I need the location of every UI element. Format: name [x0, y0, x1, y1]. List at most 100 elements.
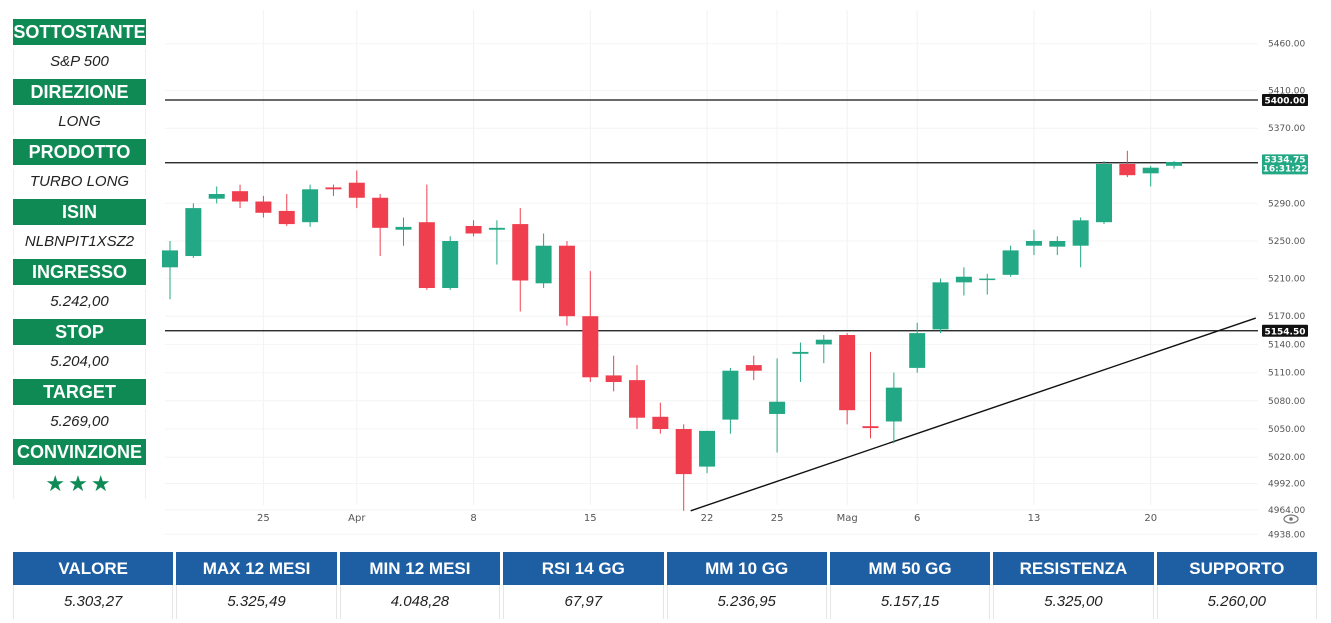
candle-body: [722, 370, 739, 420]
candle: [278, 194, 295, 226]
x-tick-label: 25: [257, 513, 270, 524]
candle-body: [535, 245, 552, 284]
indicator-value: 5.157,15: [829, 585, 991, 619]
candle: [582, 271, 599, 382]
candle: [535, 233, 552, 288]
candle-body: [745, 365, 762, 371]
candle-body: [185, 208, 202, 257]
sidebar-value-2: TURBO LONG: [13, 169, 146, 195]
y-tick-label: 5050.00: [1268, 425, 1305, 435]
candle-body: [815, 339, 832, 345]
y-tick-label: 5020.00: [1268, 453, 1305, 463]
candle-body: [418, 222, 435, 288]
trendline-line: [690, 317, 1257, 512]
chart-grid: [165, 10, 1258, 535]
candle-body: [1002, 250, 1019, 275]
indicator-header: MIN 12 MESI: [339, 552, 501, 585]
sidebar-value-1: LONG: [13, 109, 146, 135]
candle-body: [302, 189, 319, 223]
level-badge-label: 5400.00: [1265, 97, 1306, 107]
candle-body: [278, 210, 295, 225]
x-tick-label: Mag: [837, 513, 858, 524]
candle: [488, 220, 505, 265]
level-badge: [1262, 324, 1308, 337]
candle: [862, 351, 879, 439]
price-chart: 5400.005333.255154.50 5460.00 5410.00 5370…: [162, 10, 1308, 540]
x-tick-label: 15: [584, 513, 597, 524]
x-tick-label: Apr: [348, 513, 366, 524]
y-tick-label: 5410.00: [1268, 87, 1305, 97]
x-tick-label: 13: [1028, 513, 1041, 524]
candle: [745, 355, 762, 381]
x-tick-label: 22: [701, 513, 714, 524]
indicator-column: MAX 12 MESI 5.325,49: [176, 552, 337, 619]
indicator-value: 5.236,95: [666, 585, 827, 619]
candle: [955, 267, 972, 296]
x-axis: 25 Apr 8 15 22 25 Mag 6 13 20: [257, 513, 1157, 524]
trendline: [690, 317, 1257, 512]
y-tick-label: 4992.00: [1268, 480, 1305, 490]
eye-icon[interactable]: [1283, 514, 1299, 524]
candle: [1049, 236, 1066, 256]
candle: [629, 365, 645, 429]
candle: [418, 184, 435, 290]
y-tick-label: 5140.00: [1268, 340, 1305, 350]
candle: [372, 194, 389, 257]
sidebar-label-2: PRODOTTO: [13, 139, 146, 165]
candle: [769, 358, 786, 453]
candle-body: [909, 333, 926, 368]
candle: [442, 236, 459, 290]
candle-body: [582, 316, 599, 378]
candle: [652, 402, 669, 434]
candle: [232, 184, 249, 209]
last-price-badge: [1262, 154, 1308, 175]
candle-body: [348, 182, 365, 198]
sidebar-label-7: CONVINZIONE: [13, 439, 146, 465]
candle: [395, 217, 412, 246]
candle-body: [862, 426, 879, 429]
x-tick-label: 25: [771, 513, 784, 524]
candle: [839, 333, 856, 425]
candle: [815, 335, 832, 364]
candle: [605, 355, 622, 392]
candle: [162, 241, 178, 300]
sidebar-value-4: 5.242,00: [13, 289, 146, 315]
indicator-value: 4.048,28: [339, 585, 501, 619]
indicator-column: RESISTENZA 5.325,00: [993, 552, 1154, 619]
candle: [722, 367, 739, 434]
sidebar-label-3: ISIN: [13, 199, 146, 225]
candle-body: [932, 282, 949, 330]
indicator-column: RSI 14 GG 67,97: [503, 552, 664, 619]
candle: [979, 273, 996, 295]
candle: [208, 186, 225, 204]
indicator-value: 5.325,49: [176, 585, 337, 619]
indicator-header: VALORE: [13, 552, 174, 585]
indicator-column: MM 10 GG 5.236,95: [666, 552, 827, 619]
candle-body: [1166, 162, 1183, 166]
candle-body: [839, 335, 856, 411]
candle-body: [1049, 241, 1066, 247]
candle-body: [1025, 241, 1042, 246]
candle: [348, 170, 365, 209]
horizontal-levels: 5400.005333.255154.50: [165, 94, 1308, 337]
candle: [1119, 150, 1136, 178]
candle-body: [208, 194, 225, 199]
indicator-header: RESISTENZA: [993, 552, 1154, 585]
candle-body: [769, 401, 786, 414]
candle: [1002, 245, 1019, 277]
indicator-header: SUPPORTO: [1156, 552, 1317, 585]
candle: [558, 241, 575, 326]
level-badge-label: 5154.50: [1265, 327, 1306, 337]
x-tick-label: 20: [1144, 513, 1157, 524]
indicator-value: 67,97: [503, 585, 664, 619]
candle-body: [442, 241, 459, 288]
candle-body: [232, 191, 249, 202]
y-tick-label: 5080.00: [1268, 397, 1305, 407]
candle-body: [465, 225, 482, 234]
candle: [675, 424, 692, 511]
sidebar-label-0: SOTTOSTANTE: [13, 19, 146, 45]
candle: [1025, 229, 1042, 256]
indicator-column: MM 50 GG 5.157,15: [829, 552, 991, 619]
candle: [302, 184, 319, 227]
candle: [1142, 165, 1159, 187]
